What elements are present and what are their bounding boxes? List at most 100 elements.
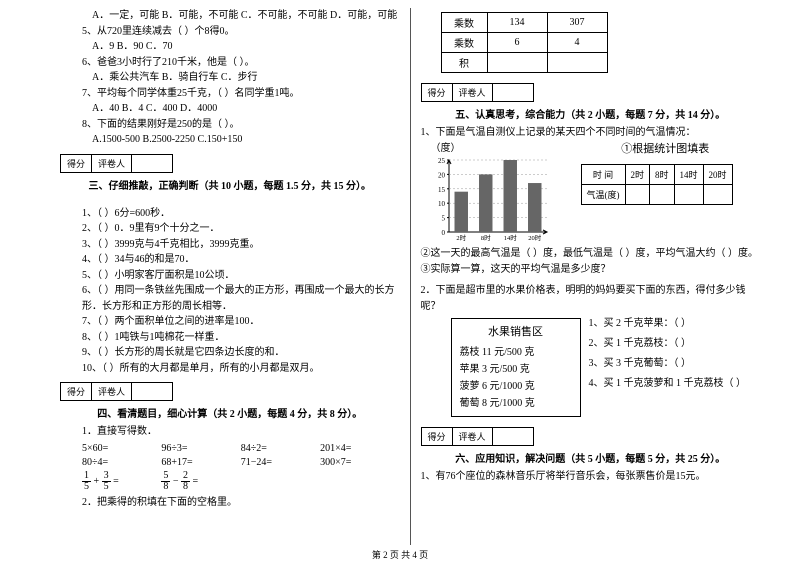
tbl-blank (547, 53, 607, 73)
bar-chart: 25 20 15 10 5 0 2时 8时 14时 20时 (431, 156, 551, 246)
judge-2: 2、（ ）0．9里有9个十分之一． (60, 221, 400, 237)
section-3-title: 三、仔细推敲，正确判断（共 10 小题，每题 1.5 分，共 15 分）。 (60, 177, 400, 192)
mt-blank (650, 184, 675, 204)
section-6-title: 六、应用知识，解决问题（共 5 小题，每题 5 分，共 25 分）。 (421, 450, 761, 465)
svg-text:0: 0 (441, 229, 445, 237)
calc-label-2: 2．把乘得的积填在下面的空格里。 (60, 495, 400, 511)
buy-4: 4、买 1 千克菠萝和 1 千克荔枝（ ） (589, 374, 761, 394)
calc-label-1: 1．直接写得数． (60, 424, 400, 440)
score-blank (132, 155, 172, 172)
sec5-q1: 1、下面是气温自测仪上记录的某天四个不同时间的气温情况： (421, 125, 761, 141)
calc-cell: 300×7= (320, 457, 399, 468)
mt-blank (674, 184, 703, 204)
judge-6: 6、（ ）用同一条铁丝先围成一个最大的正方形，再围成一个最大的长方形．长方形和正… (60, 283, 400, 314)
judge-9: 9、（ ）长方形的周长就是它四条边长度的和． (60, 345, 400, 361)
svg-text:25: 25 (438, 157, 446, 165)
time-temp-table: 时 间 2时 8时 14时 20时 气温(度) (581, 164, 733, 205)
q7: 7、平均每个同学体重25千克，（ ）名同学重1吨。 (60, 86, 400, 102)
score-label: 得分 (422, 84, 453, 101)
q5-options: A．9 B．90 C．70 (60, 39, 400, 55)
grader-label: 评卷人 (453, 428, 493, 445)
tbl-h3: 积 (441, 53, 487, 73)
buy-1: 1、买 2 千克苹果：（ ） (589, 314, 761, 334)
judge-5: 5、（ ）小明家客厅面积是10公顷． (60, 268, 400, 284)
frac-expr-1: 15 + 35 = (82, 471, 161, 492)
calc-cell: 71−24= (241, 457, 320, 468)
mt-t1: 2时 (625, 164, 650, 184)
svg-text:20时: 20时 (528, 233, 542, 242)
calc-row-2: 80÷4= 68+17= 71−24= 300×7= (82, 457, 400, 468)
mt-t2: 8时 (650, 164, 675, 184)
buy-2: 2、买 1 千克荔枝：（ ） (589, 334, 761, 354)
judge-7: 7、（ ）两个面积单位之间的进率是100． (60, 314, 400, 330)
tbl-v1a: 134 (487, 13, 547, 33)
score-label: 得分 (61, 155, 92, 172)
calc-cell: 84÷2= (241, 443, 320, 454)
score-blank (493, 428, 533, 445)
tbl-v2b: 4 (547, 33, 607, 53)
mt-h2: 气温(度) (581, 184, 625, 204)
judge-10: 10、（ ）所有的大月都是单月，所有的小月都是双月。 (60, 361, 400, 377)
buy-3: 3、买 3 千克葡萄：（ ） (589, 354, 761, 374)
right-column: 乘数134307 乘数64 积 得分 评卷人 五、认真思考，综合能力（共 2 小… (411, 8, 771, 545)
grader-label: 评卷人 (453, 84, 493, 101)
svg-text:15: 15 (438, 186, 446, 194)
score-box-5: 得分 评卷人 (421, 83, 534, 102)
judge-3: 3、（ ）3999克与4千克相比，3999克重。 (60, 237, 400, 253)
q8: 8、下面的结果刚好是250的是（ ）。 (60, 117, 400, 133)
calc-cell: 68+17= (161, 457, 240, 468)
score-label: 得分 (61, 383, 92, 400)
tbl-h2: 乘数 (441, 33, 487, 53)
q7-options: A．40 B．4 C．400 D．4000 (60, 101, 400, 117)
mt-blank (625, 184, 650, 204)
svg-text:5: 5 (441, 215, 445, 223)
price-4: 葡萄 8 元/1000 克 (460, 395, 572, 412)
mt-blank (703, 184, 732, 204)
mt-h1: 时 间 (581, 164, 625, 184)
section-5-title: 五、认真思考，综合能力（共 2 小题，每题 7 分，共 14 分）。 (421, 106, 761, 121)
price-box: 水果销售区 荔枝 11 元/500 克 苹果 3 元/500 克 菠萝 6 元/… (451, 318, 581, 417)
svg-text:14时: 14时 (503, 233, 517, 242)
calc-cell: 5×60= (82, 443, 161, 454)
svg-text:8时: 8时 (480, 233, 490, 242)
price-3: 菠萝 6 元/1000 克 (460, 378, 572, 395)
sec5-q2: 2．下面是超市里的水果价格表，明明的妈妈要买下面的东西，得付多少钱呢？ (421, 283, 761, 314)
frac-expr-2: 58 − 28 = (161, 471, 240, 492)
calc-cell: 201×4= (320, 443, 399, 454)
tbl-blank (487, 53, 547, 73)
judge-4: 4、（ ）34与46的和是70． (60, 252, 400, 268)
score-box-3: 得分 评卷人 (60, 154, 173, 173)
score-label: 得分 (422, 428, 453, 445)
calc-row-1: 5×60= 96÷3= 84÷2= 201×4= (82, 443, 400, 454)
svg-text:2时: 2时 (456, 233, 466, 242)
section-4-title: 四、看清题目，细心计算（共 2 小题，每题 4 分，共 8 分）。 (60, 405, 400, 420)
grader-label: 评卷人 (92, 155, 132, 172)
buy-list: 1、买 2 千克苹果：（ ） 2、买 1 千克荔枝：（ ） 3、买 3 千克葡萄… (581, 314, 761, 421)
sec5-line3: ③实际算一算，这天的平均气温是多少度？ (421, 262, 761, 278)
price-title: 水果销售区 (460, 323, 572, 342)
svg-text:20: 20 (438, 171, 446, 179)
chart-title: ①根据统计图填表 (571, 141, 761, 158)
grader-label: 评卷人 (92, 383, 132, 400)
score-box-4: 得分 评卷人 (60, 382, 173, 401)
svg-text:10: 10 (438, 200, 446, 208)
judge-1: 1、（ ）6分=600秒． (60, 206, 400, 222)
q8-options: A.1500-500 B.2500-2250 C.150+150 (60, 132, 400, 148)
page-footer: 第 2 页 共 4 页 (0, 548, 800, 561)
tbl-v1b: 307 (547, 13, 607, 33)
price-1: 荔枝 11 元/500 克 (460, 344, 572, 361)
chart-unit: （度） (431, 141, 571, 157)
mt-t4: 20时 (703, 164, 732, 184)
calc-cell: 80÷4= (82, 457, 161, 468)
sec6-q1: 1、有76个座位的森林音乐厅将举行音乐会，每张票售价是15元。 (421, 469, 761, 485)
score-blank (132, 383, 172, 400)
q6-options: A．乘公共汽车 B．骑自行车 C．步行 (60, 70, 400, 86)
judge-8: 8、（ ）1吨铁与1吨棉花一样重． (60, 330, 400, 346)
mt-t3: 14时 (674, 164, 703, 184)
sec5-line2: ②这一天的最高气温是（ ）度，最低气温是（ ）度，平均气温大约（ ）度。 (421, 246, 761, 262)
left-column: A．一定，可能 B．可能，不可能 C．不可能，不可能 D．可能，可能 5、从72… (50, 8, 411, 545)
tbl-h1: 乘数 (441, 13, 487, 33)
tbl-v2a: 6 (487, 33, 547, 53)
price-2: 苹果 3 元/500 克 (460, 361, 572, 378)
q4-options: A．一定，可能 B．可能，不可能 C．不可能，不可能 D．可能，可能 (60, 8, 400, 24)
